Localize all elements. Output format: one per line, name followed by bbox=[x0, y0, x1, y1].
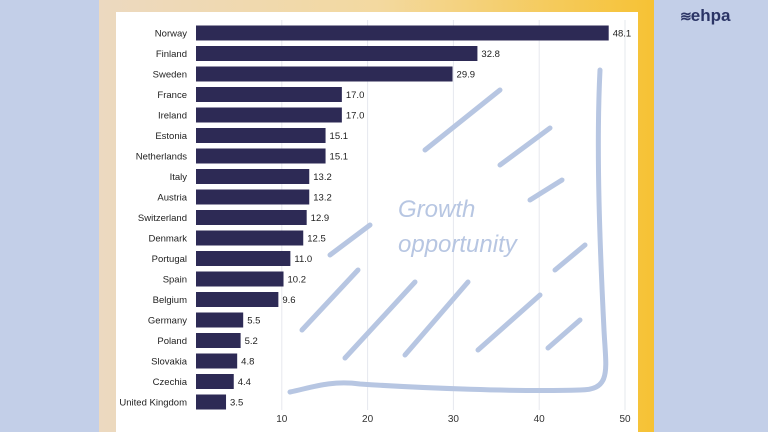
category-label: Portugal bbox=[152, 254, 187, 265]
category-label: Italy bbox=[170, 172, 188, 183]
bar bbox=[196, 312, 244, 328]
growth-annotation: Growth opportunity bbox=[287, 67, 609, 395]
x-tick-label: 40 bbox=[534, 414, 546, 425]
bar bbox=[196, 374, 234, 389]
bar bbox=[196, 87, 342, 102]
hand-drawn-stroke bbox=[299, 267, 361, 333]
bar bbox=[196, 353, 238, 369]
category-label: Germany bbox=[148, 316, 187, 327]
category-label: United Kingdom bbox=[119, 398, 187, 409]
value-label: 13.2 bbox=[313, 193, 332, 204]
bar bbox=[196, 210, 307, 225]
category-label: Poland bbox=[157, 336, 187, 347]
bar bbox=[196, 66, 453, 82]
value-label: 15.1 bbox=[330, 152, 349, 163]
value-label: 17.0 bbox=[346, 111, 365, 122]
hand-drawn-stroke bbox=[327, 222, 373, 258]
category-label: Estonia bbox=[155, 131, 187, 142]
value-label: 5.5 bbox=[247, 316, 260, 327]
value-label: 5.2 bbox=[245, 336, 258, 347]
value-label: 12.9 bbox=[311, 213, 330, 224]
value-label: 4.8 bbox=[241, 357, 254, 368]
category-label: Spain bbox=[163, 275, 187, 286]
value-label: 9.6 bbox=[282, 295, 295, 306]
category-label: Belgium bbox=[153, 295, 187, 306]
value-label: 3.5 bbox=[230, 398, 243, 409]
category-label: Switzerland bbox=[138, 213, 187, 224]
waves-icon: ≋ bbox=[680, 7, 692, 24]
logo-text: ehpa bbox=[690, 6, 731, 25]
hand-drawn-stroke bbox=[552, 242, 588, 273]
category-label: Netherlands bbox=[136, 152, 187, 163]
hand-drawn-stroke bbox=[402, 279, 471, 358]
category-label: Denmark bbox=[148, 234, 187, 245]
value-label: 10.2 bbox=[288, 275, 307, 286]
hand-drawn-stroke bbox=[475, 292, 543, 353]
bar bbox=[196, 107, 342, 123]
annotation-text: Growth bbox=[398, 196, 475, 223]
bar bbox=[196, 333, 241, 348]
bar bbox=[196, 189, 310, 205]
hand-drawn-stroke bbox=[342, 279, 418, 361]
value-label: 48.1 bbox=[613, 29, 632, 40]
value-label: 17.0 bbox=[346, 90, 365, 101]
category-label: Czechia bbox=[153, 377, 188, 388]
bar bbox=[196, 148, 326, 164]
value-label: 13.2 bbox=[313, 172, 332, 183]
category-label: Sweden bbox=[153, 70, 187, 81]
category-label: Finland bbox=[156, 49, 187, 60]
bar bbox=[196, 251, 291, 266]
bar bbox=[196, 230, 304, 246]
hand-drawn-stroke bbox=[527, 177, 565, 203]
bar bbox=[196, 25, 609, 41]
value-label: 29.9 bbox=[457, 70, 476, 81]
hand-drawn-stroke bbox=[287, 67, 609, 395]
bar bbox=[196, 292, 279, 307]
ehpa-logo: ≋ ehpa bbox=[680, 6, 730, 26]
hand-drawn-stroke bbox=[497, 125, 553, 168]
value-label: 11.0 bbox=[294, 254, 312, 265]
bar bbox=[196, 394, 227, 410]
bar bbox=[196, 169, 310, 184]
x-tick-label: 50 bbox=[619, 414, 631, 425]
bar bbox=[196, 128, 326, 143]
x-tick-label: 10 bbox=[276, 414, 288, 425]
category-label: Ireland bbox=[158, 111, 187, 122]
value-label: 15.1 bbox=[330, 131, 349, 142]
category-label: Norway bbox=[155, 29, 187, 40]
category-label: France bbox=[157, 90, 187, 101]
value-label: 12.5 bbox=[307, 234, 326, 245]
value-label: 32.8 bbox=[481, 49, 500, 60]
bar bbox=[196, 271, 284, 287]
value-label: 4.4 bbox=[238, 377, 251, 388]
hand-drawn-stroke bbox=[545, 317, 583, 351]
x-tick-label: 20 bbox=[362, 414, 374, 425]
annotation-text: opportunity bbox=[398, 231, 519, 258]
hand-drawn-stroke bbox=[422, 87, 503, 153]
category-label: Austria bbox=[157, 193, 187, 204]
bar bbox=[196, 46, 478, 61]
x-tick-label: 30 bbox=[448, 414, 460, 425]
category-label: Slovakia bbox=[151, 357, 188, 368]
